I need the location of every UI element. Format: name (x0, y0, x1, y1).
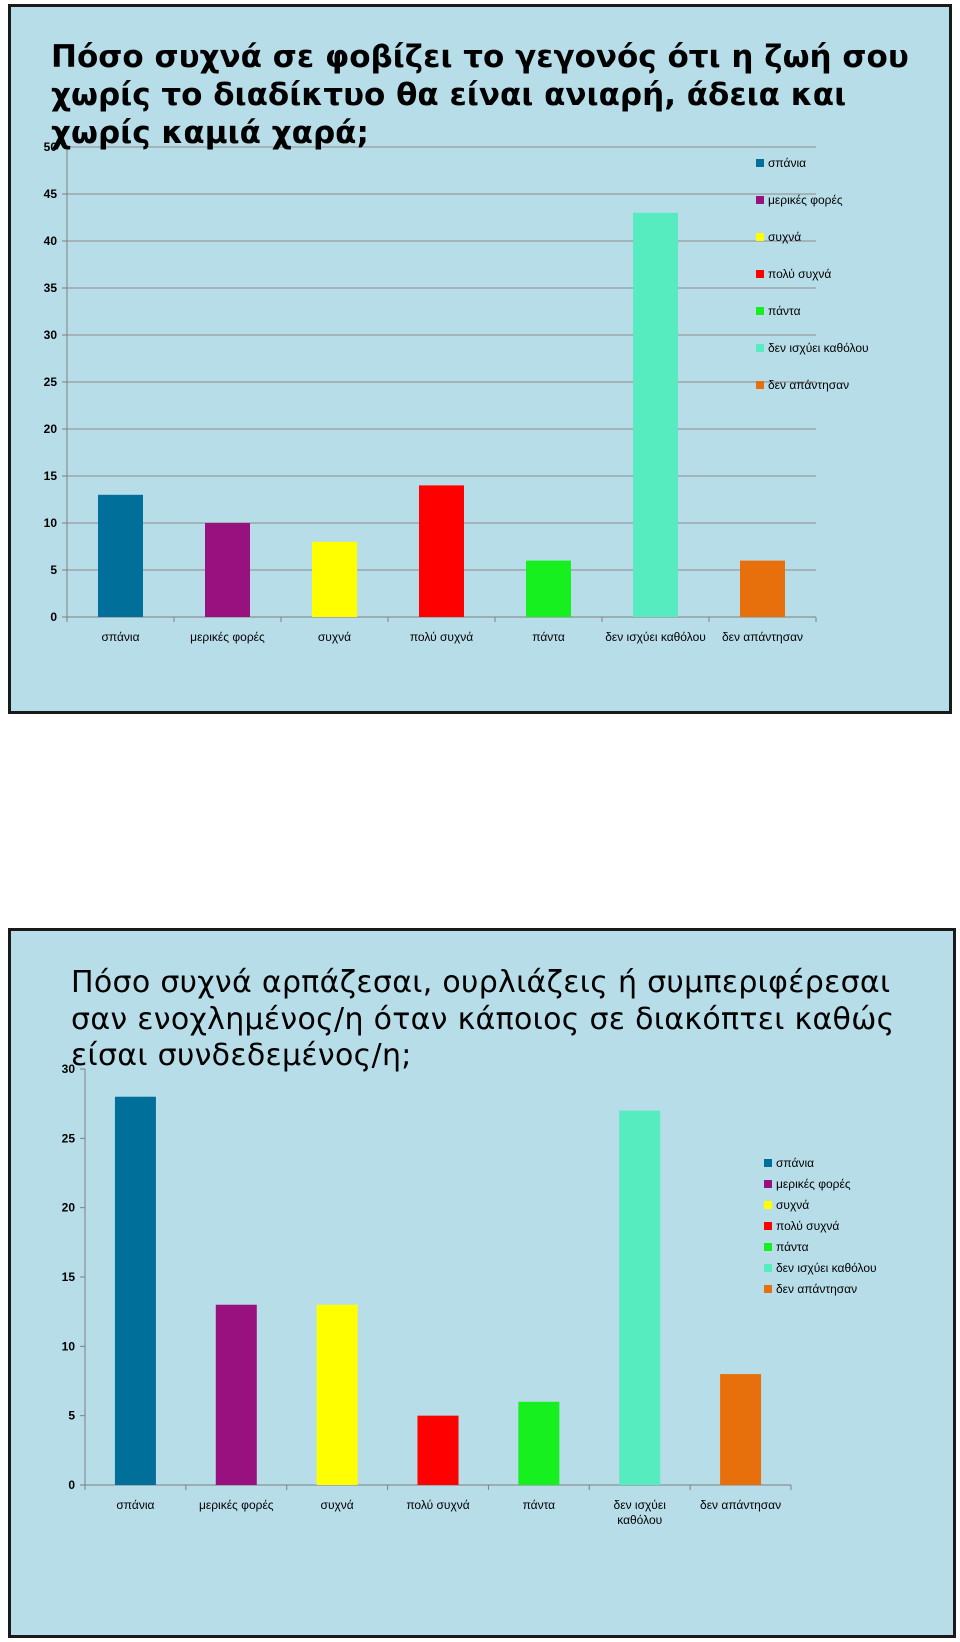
legend-swatch (756, 159, 764, 167)
y-tick-label: 5 (50, 563, 57, 577)
x-category-label: μερικές φορές (190, 630, 265, 644)
bar (518, 1401, 560, 1485)
y-tick-label: 25 (44, 375, 58, 389)
x-category-label: δεν ισχύει καθόλου (614, 1498, 667, 1527)
y-tick-label: 10 (62, 1339, 76, 1353)
bar-chart-1: 0 5 10 15 20 25 30 35 40 45 50 σπάνια μερικές φορές σ… (44, 140, 869, 644)
y-tick-label: 50 (44, 140, 58, 154)
legend-swatch (764, 1180, 772, 1188)
chart-title-2: Πόσο συχνά αρπάζεσαι, ουρλιάζεις ή συμπε… (71, 965, 895, 1074)
y-tick-label: 5 (68, 1409, 75, 1423)
legend-swatch (756, 307, 764, 315)
legend-label: μερικές φορές (768, 193, 843, 207)
legend-label: σπάνια (768, 156, 806, 170)
x-category-label: πάντα (523, 1498, 556, 1512)
legend-swatch (756, 344, 764, 352)
legend-label: μερικές φορές (776, 1177, 851, 1191)
chart-panel-1: 0 5 10 15 20 25 30 35 40 45 50 σπάνια μερικές φορές σ… (8, 4, 952, 714)
legend-swatch (764, 1243, 772, 1251)
bar (205, 523, 250, 617)
x-category-label: συχνά (318, 630, 351, 644)
legend-swatch (764, 1201, 772, 1209)
legend-swatch (756, 196, 764, 204)
bar (316, 1304, 358, 1485)
bar (215, 1304, 257, 1485)
legend-label: δεν απάντησαν (768, 378, 849, 392)
bar (740, 560, 785, 617)
legend-label: δεν απάντησαν (776, 1282, 857, 1296)
bar (526, 560, 571, 617)
chart-panel-2: Πόσο συχνά αρπάζεσαι, ουρλιάζεις ή συμπε… (8, 928, 956, 1638)
legend-label: συχνά (776, 1198, 809, 1212)
legend-label: πολύ συχνά (768, 267, 831, 281)
y-tick-label: 30 (62, 1062, 76, 1076)
x-category-label: σπάνια (116, 1498, 154, 1512)
y-tick-label: 0 (68, 1478, 75, 1492)
bar (417, 1415, 459, 1485)
x-category-label: πολύ συχνά (406, 1498, 469, 1512)
y-tick-label: 35 (44, 281, 58, 295)
legend-swatch (764, 1264, 772, 1272)
x-category-label: σπάνια (101, 630, 139, 644)
y-tick-label: 25 (62, 1131, 76, 1145)
y-tick-label: 20 (44, 422, 58, 436)
y-tick-label: 20 (62, 1201, 76, 1215)
bar (114, 1096, 156, 1485)
y-tick-label: 10 (44, 516, 58, 530)
legend-swatch (764, 1222, 772, 1230)
legend-swatch (756, 270, 764, 278)
y-tick-label: 15 (44, 469, 58, 483)
y-tick-label: 15 (62, 1270, 76, 1284)
legend-label: δεν ισχύει καθόλου (768, 341, 869, 355)
bar (619, 1110, 661, 1485)
legend-swatch (764, 1159, 772, 1167)
legend-label: πάντα (768, 304, 801, 318)
bar-chart-2: 0 5 10 15 20 25 30 σπάνια μερικές φορές συχνά πολύ… (62, 1062, 877, 1527)
x-category-label: δεν ισχύει καθόλου (605, 630, 706, 644)
bar (98, 494, 143, 617)
legend-label: συχνά (768, 230, 801, 244)
y-tick-label: 30 (44, 328, 58, 342)
x-category-label: συχνά (321, 1498, 354, 1512)
legend-swatch (764, 1285, 772, 1293)
chart-title-1: Πόσο συχνά σε φοβίζει το γεγονός ότι η ζ… (51, 39, 909, 151)
y-tick-label: 40 (44, 234, 58, 248)
bar (312, 541, 357, 617)
y-tick-label: 45 (44, 187, 58, 201)
bar (720, 1374, 762, 1485)
legend-swatch (756, 233, 764, 241)
legend-label: πολύ συχνά (776, 1219, 839, 1233)
x-category-label: μερικές φορές (199, 1498, 274, 1512)
legend-swatch (756, 381, 764, 389)
y-tick-label: 0 (50, 610, 57, 624)
bar (419, 485, 464, 617)
x-category-label: δεν απάντησαν (722, 630, 803, 644)
legend-label: δεν ισχύει καθόλου (776, 1261, 877, 1275)
bar (633, 212, 678, 618)
x-category-label: πάντα (532, 630, 565, 644)
x-category-label: πολύ συχνά (410, 630, 473, 644)
legend-label: πάντα (776, 1240, 809, 1254)
legend-label: σπάνια (776, 1156, 814, 1170)
x-category-label: δεν απάντησαν (700, 1498, 781, 1512)
